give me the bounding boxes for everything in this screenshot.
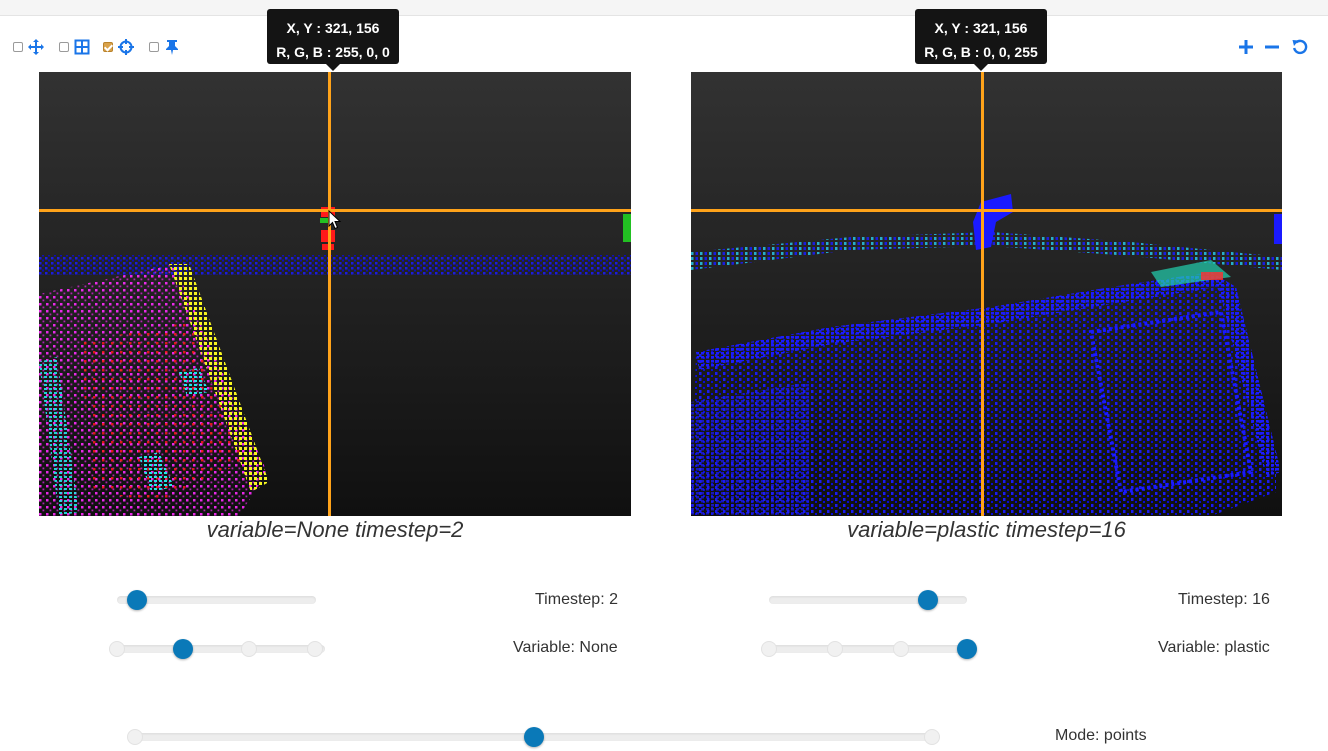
grid-tool[interactable] xyxy=(59,38,90,56)
right-pixel-tooltip: X, Y : 321, 156 R, G, B : 0, 0, 255 xyxy=(915,9,1047,71)
pin-icon[interactable] xyxy=(164,39,180,55)
right-timestep-slider[interactable] xyxy=(769,590,967,610)
crosshair-tool[interactable] xyxy=(103,38,134,56)
pin-checkbox[interactable] xyxy=(149,42,159,52)
right-variable-handle[interactable] xyxy=(957,639,977,659)
right-variable-slider[interactable] xyxy=(761,639,977,659)
left-timestep-handle[interactable] xyxy=(127,590,147,610)
right-tooltip-xy: X, Y : 321, 156 xyxy=(934,20,1028,36)
pin-tool[interactable] xyxy=(149,38,180,56)
left-pixel-tooltip: X, Y : 321, 156 R, G, B : 255, 0, 0 xyxy=(267,9,399,71)
variable-option-tick[interactable] xyxy=(761,641,777,657)
grid-icon[interactable] xyxy=(74,39,90,55)
crosshair-vertical xyxy=(328,72,331,516)
mouse-cursor-icon xyxy=(328,210,342,230)
left-timestep-label: Timestep: 2 xyxy=(535,591,618,608)
left-variable-slider[interactable] xyxy=(109,639,325,659)
left-tooltip-rgb: R, G, B : 255, 0, 0 xyxy=(276,44,390,60)
left-timestep-slider[interactable] xyxy=(117,590,316,610)
variable-option-tick[interactable] xyxy=(109,641,125,657)
variable-option-tick[interactable] xyxy=(827,641,843,657)
mode-handle[interactable] xyxy=(524,727,544,747)
mode-label: Mode: points xyxy=(1055,727,1147,744)
crosshair-horizontal xyxy=(39,209,631,212)
crosshair-vertical xyxy=(981,72,984,516)
right-variable-label: Variable: plastic xyxy=(1158,639,1270,656)
pan-tool[interactable] xyxy=(13,38,44,56)
right-caption: variable=plastic timestep=16 xyxy=(847,517,1126,542)
variable-option-tick[interactable] xyxy=(893,641,909,657)
right-tooltip-rgb: R, G, B : 0, 0, 255 xyxy=(924,44,1038,60)
right-timestep-handle[interactable] xyxy=(918,590,938,610)
move-arrows-icon[interactable] xyxy=(28,39,44,55)
left-point-cloud xyxy=(39,207,631,516)
left-variable-handle[interactable] xyxy=(173,639,193,659)
left-variable-label: Variable: None xyxy=(513,639,618,656)
crosshair-horizontal xyxy=(691,209,1282,212)
zoom-in-icon[interactable] xyxy=(1237,38,1255,56)
left-render-view[interactable] xyxy=(39,72,631,516)
reset-icon[interactable] xyxy=(1291,38,1309,56)
zoom-out-icon[interactable] xyxy=(1263,38,1281,56)
grid-checkbox[interactable] xyxy=(59,42,69,52)
variable-option-tick[interactable] xyxy=(307,641,323,657)
top-strip xyxy=(0,0,1328,16)
crosshair-checkbox[interactable] xyxy=(103,42,113,52)
right-timestep-label: Timestep: 16 xyxy=(1178,591,1270,608)
right-point-cloud xyxy=(691,194,1282,516)
right-render-view[interactable] xyxy=(691,72,1282,516)
pan-checkbox[interactable] xyxy=(13,42,23,52)
mode-option-tick[interactable] xyxy=(127,729,143,745)
left-tooltip-xy: X, Y : 321, 156 xyxy=(286,20,380,36)
mode-option-tick[interactable] xyxy=(924,729,940,745)
mode-slider[interactable] xyxy=(127,727,940,747)
variable-option-tick[interactable] xyxy=(241,641,257,657)
left-caption: variable=None timestep=2 xyxy=(206,517,464,542)
crosshair-icon[interactable] xyxy=(118,39,134,55)
